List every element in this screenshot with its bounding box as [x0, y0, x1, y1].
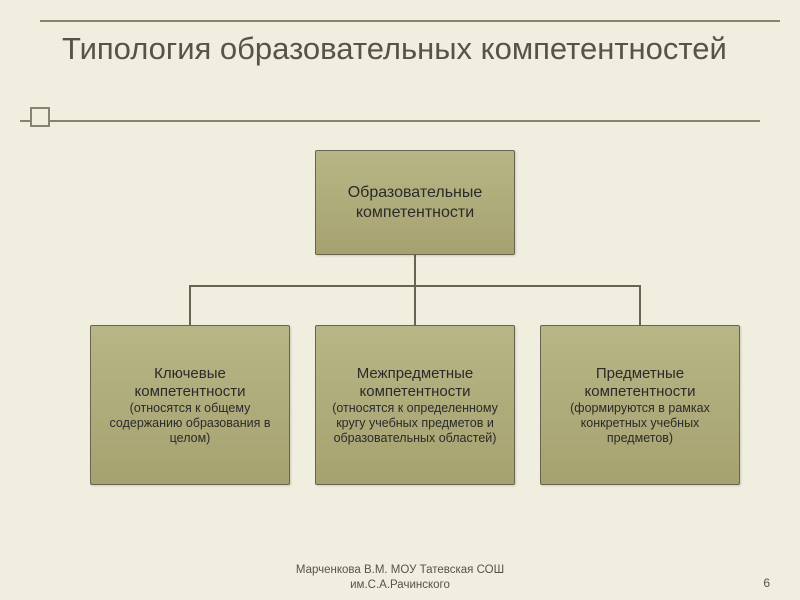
title-block: Типология образовательных компетентносте…	[62, 30, 770, 69]
node-root: Образовательные компетентности	[315, 150, 515, 255]
footer: Марченкова В.М. МОУ Татевская СОШ им.С.А…	[0, 563, 800, 592]
footer-line2: им.С.А.Рачинского	[350, 579, 450, 591]
org-chart: Образовательные компетентности Ключевые …	[60, 150, 760, 540]
title-bullet	[30, 107, 50, 127]
connector	[639, 285, 641, 325]
node-label: Межпредметные компетентности	[324, 365, 506, 401]
node-child-3: Предметные компетентности (формируются в…	[540, 325, 740, 485]
top-rule	[40, 20, 780, 22]
node-child-1: Ключевые компетентности (относятся к общ…	[90, 325, 290, 485]
node-label: Образовательные компетентности	[324, 183, 506, 221]
node-label: Предметные компетентности	[549, 365, 731, 401]
page-number: 6	[763, 576, 770, 590]
node-child-2: Межпредметные компетентности (относятся …	[315, 325, 515, 485]
connector	[414, 255, 416, 285]
connector	[189, 285, 191, 325]
node-sublabel: (относятся к общему содержанию образован…	[99, 401, 281, 446]
bottom-rule	[20, 120, 760, 122]
page-title: Типология образовательных компетентносте…	[62, 30, 770, 69]
footer-line1: Марченкова В.М. МОУ Татевская СОШ	[296, 564, 504, 576]
connector	[414, 285, 416, 325]
node-sublabel: (формируются в рамках конкретных учебных…	[549, 401, 731, 446]
node-label: Ключевые компетентности	[99, 365, 281, 401]
node-sublabel: (относятся к определенному кругу учебных…	[324, 401, 506, 446]
